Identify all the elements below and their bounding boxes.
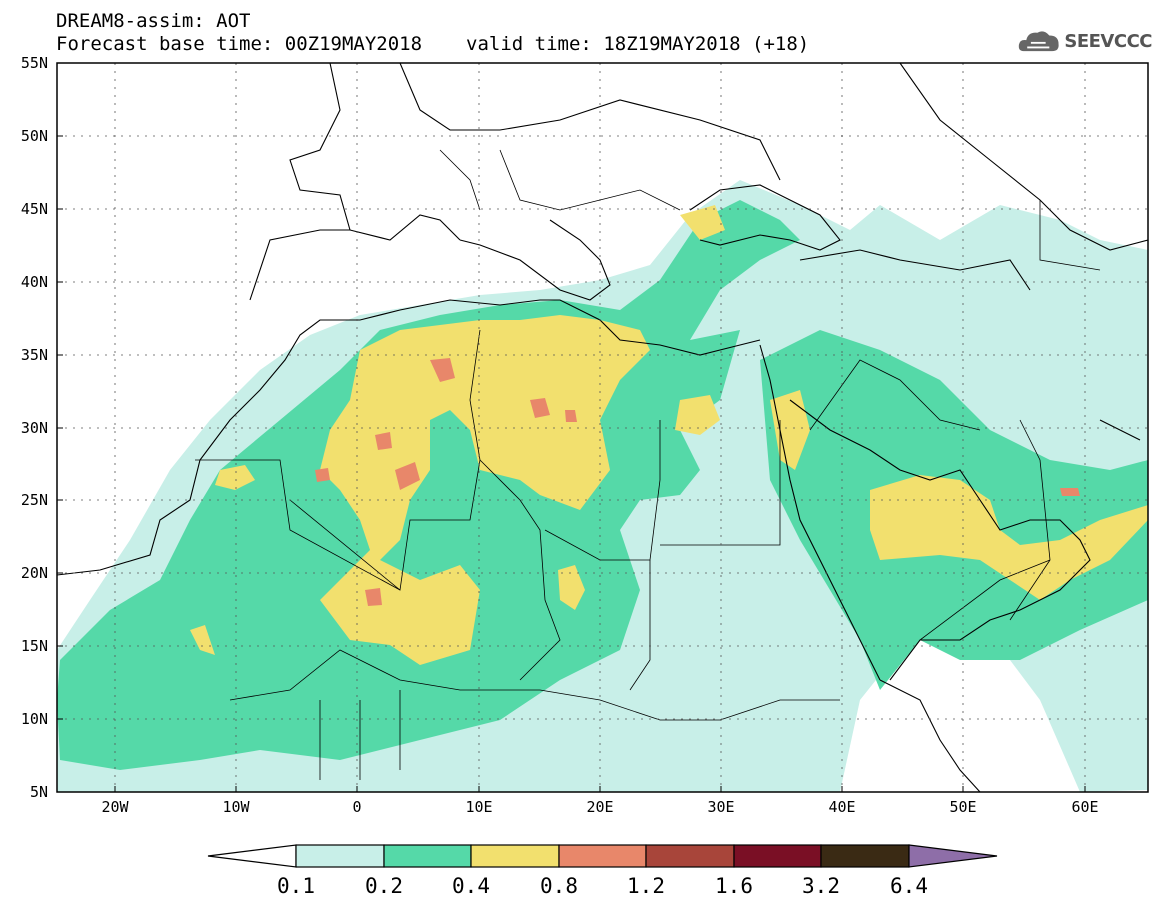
colorbar-label: 1.2 bbox=[627, 874, 665, 898]
lon-labels: 20W 10W 0 10E 20E 30E 40E 50E 60E bbox=[101, 798, 1098, 816]
base-time: Forecast base time: 00Z19MAY2018 bbox=[56, 33, 423, 55]
map-title: DREAM8-assim: AOT bbox=[56, 10, 251, 32]
colorbar-label: 0.4 bbox=[452, 874, 490, 898]
colorbar-segment bbox=[820, 844, 910, 868]
colorbar-segment bbox=[558, 844, 647, 868]
colorbar-label: 0.1 bbox=[277, 874, 315, 898]
lat-label: 20N bbox=[21, 564, 48, 582]
lat-label: 15N bbox=[21, 637, 48, 655]
time-info: Forecast base time: 00Z19MAY2018 valid ti… bbox=[56, 33, 809, 55]
gridlines bbox=[57, 63, 1148, 792]
valid-time: valid time: 18Z19MAY2018 (+18) bbox=[466, 33, 810, 55]
lon-label: 20W bbox=[101, 798, 129, 816]
lon-label: 10W bbox=[222, 798, 250, 816]
colorbar-under-arrow bbox=[207, 844, 297, 868]
aot-field bbox=[57, 63, 1148, 792]
aot-band-0.4 bbox=[320, 315, 650, 665]
colorbar-label: 0.8 bbox=[540, 874, 578, 898]
lat-labels: 55N 50N 45N 40N 35N 30N 25N 20N 15N 10N … bbox=[21, 54, 48, 801]
borders bbox=[195, 149, 1101, 780]
lat-label: 5N bbox=[30, 783, 48, 801]
coastlines bbox=[57, 63, 1148, 792]
lon-label: 60E bbox=[1071, 798, 1098, 816]
aot-band-0.4-small bbox=[190, 205, 810, 655]
lat-label: 50N bbox=[21, 127, 48, 145]
lon-label: 50E bbox=[949, 798, 976, 816]
lon-label: 10E bbox=[465, 798, 492, 816]
lon-ticks bbox=[114, 786, 1086, 792]
lat-label: 45N bbox=[21, 200, 48, 218]
colorbar-label: 6.4 bbox=[890, 874, 928, 898]
lat-label: 40N bbox=[21, 273, 48, 291]
lon-label: 0 bbox=[352, 798, 361, 816]
colorbar-segment bbox=[295, 844, 385, 868]
lon-label: 30E bbox=[707, 798, 734, 816]
logo-text: SEEVCCC bbox=[1064, 30, 1152, 52]
colorbar-over-arrow bbox=[908, 844, 998, 868]
lat-label: 30N bbox=[21, 419, 48, 437]
lon-label: 40E bbox=[828, 798, 855, 816]
lat-label: 55N bbox=[21, 54, 48, 72]
colorbar-label: 3.2 bbox=[802, 874, 840, 898]
colorbar bbox=[207, 844, 998, 868]
seevccc-logo: SEEVCCC bbox=[1018, 24, 1152, 58]
colorbar-labels: 0.1 0.2 0.4 0.8 1.2 1.6 3.2 6.4 bbox=[277, 874, 928, 898]
aot-clear-patch bbox=[660, 500, 800, 760]
lat-ticks bbox=[57, 62, 63, 793]
lon-label: 20E bbox=[586, 798, 613, 816]
cloud-icon bbox=[1018, 31, 1059, 52]
lat-label: 25N bbox=[21, 491, 48, 509]
colorbar-segment bbox=[645, 844, 735, 868]
colorbar-segment bbox=[470, 844, 560, 868]
colorbar-label: 0.2 bbox=[365, 874, 403, 898]
lat-label: 10N bbox=[21, 710, 48, 728]
colorbar-label: 1.6 bbox=[715, 874, 753, 898]
colorbar-segment bbox=[383, 844, 472, 868]
colorbar-segment bbox=[733, 844, 822, 868]
lat-label: 35N bbox=[21, 346, 48, 364]
aot-band-0.4-arabia bbox=[870, 475, 1148, 600]
